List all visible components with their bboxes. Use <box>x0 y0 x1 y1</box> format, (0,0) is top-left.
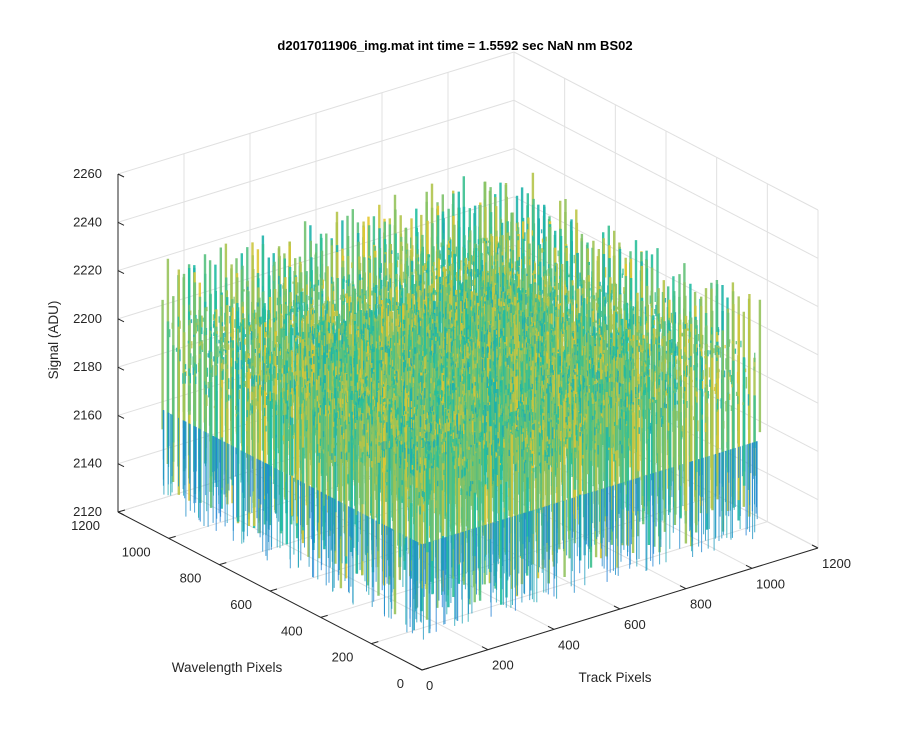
surface <box>163 173 760 640</box>
